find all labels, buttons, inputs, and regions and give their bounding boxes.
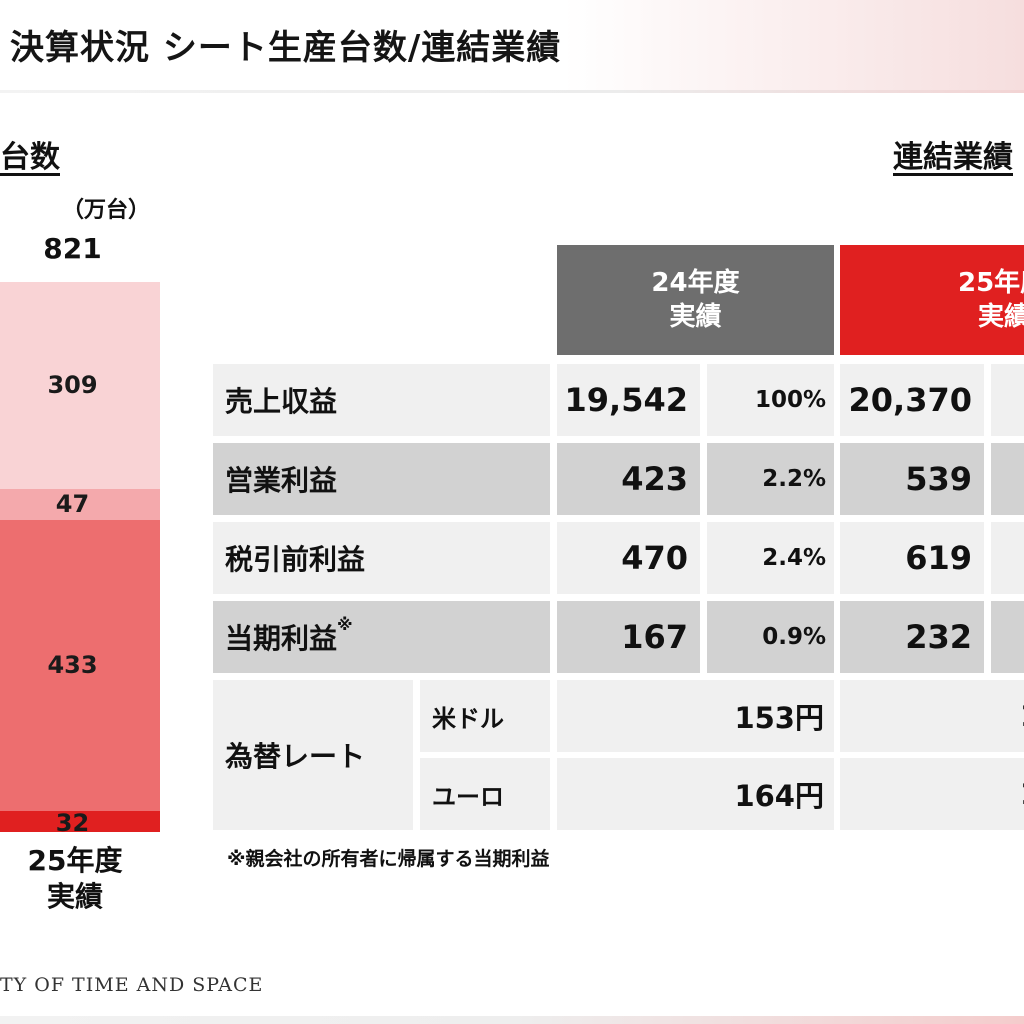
header-divider <box>0 90 1024 93</box>
col-header-fy24-line2: 実績 <box>669 302 722 332</box>
footnote: ※親会社の所有者に帰属する当期利益 <box>227 848 550 870</box>
footer-divider <box>0 1016 1024 1024</box>
fy25-pretax-profit-pct <box>991 522 1024 594</box>
col-header-fy25-line1: 25年度 <box>958 268 1024 298</box>
bar-total-label: 821 <box>43 232 102 265</box>
footer-slogan: TY OF TIME AND SPACE <box>0 974 264 996</box>
results-heading: 連結業績 <box>893 140 1013 175</box>
col-header-fy24: 24年度 実績 <box>557 245 834 355</box>
bar-segment-label-4: 32 <box>55 809 90 838</box>
fy24-operating-profit: 423 <box>557 443 700 515</box>
fy24-operating-profit-pct: 2.2% <box>707 443 834 515</box>
bar-segment-label-1: 309 <box>47 370 98 399</box>
header-band <box>0 0 1024 92</box>
row-label-revenue: 売上収益 <box>213 364 550 436</box>
fy24-revenue: 19,542 <box>557 364 700 436</box>
fy25-net-profit-pct <box>991 601 1024 673</box>
row-label-fx-rate: 為替レート <box>213 680 413 830</box>
fy24-fx-usd: 153円 <box>557 680 834 752</box>
bar-segment-label-3: 433 <box>47 650 98 679</box>
net-profit-footnote-mark: ※ <box>337 615 353 634</box>
bar-segment-3 <box>0 520 160 811</box>
bar-category-line1: 25年度 <box>27 844 123 877</box>
fx-label-usd: 米ドル <box>420 680 550 752</box>
fy25-pretax-profit: 619 <box>840 522 984 594</box>
fy24-pretax-profit-pct: 2.4% <box>707 522 834 594</box>
page-title: 決算状況 シート生産台数/連結業績 <box>10 28 562 68</box>
fy24-revenue-pct: 100% <box>707 364 834 436</box>
volume-heading: 台数 <box>0 140 60 175</box>
col-header-fy25: 25年度 実績 <box>840 245 1024 355</box>
row-label-net-profit: 当期利益 ※ <box>213 601 550 673</box>
bar-segment-1 <box>0 282 160 489</box>
row-label-operating-profit: 営業利益 <box>213 443 550 515</box>
row-label-pretax-profit: 税引前利益 <box>213 522 550 594</box>
fy25-operating-profit-pct <box>991 443 1024 515</box>
fy24-net-profit-pct: 0.9% <box>707 601 834 673</box>
fy24-pretax-profit: 470 <box>557 522 700 594</box>
fy25-net-profit: 232 <box>840 601 984 673</box>
fx-label-eur: ユーロ <box>420 758 550 830</box>
row-label-net-profit-text: 当期利益 <box>225 622 338 655</box>
bar-segment-2 <box>0 489 160 521</box>
fy25-fx-usd: 1 <box>840 680 1024 752</box>
fy24-fx-eur: 164円 <box>557 758 834 830</box>
fy25-fx-eur: 1 <box>840 758 1024 830</box>
fy25-revenue-pct <box>991 364 1024 436</box>
bar-segment-4 <box>0 810 160 832</box>
fy25-operating-profit: 539 <box>840 443 984 515</box>
col-header-fy24-line1: 24年度 <box>651 268 740 298</box>
bar-category-line2: 実績 <box>46 880 103 913</box>
bar-segment-label-2: 47 <box>55 489 90 518</box>
fy24-net-profit: 167 <box>557 601 700 673</box>
fy25-revenue: 20,370 <box>840 364 984 436</box>
volume-unit: （万台） <box>62 198 151 223</box>
col-header-fy25-line2: 実績 <box>978 302 1024 332</box>
